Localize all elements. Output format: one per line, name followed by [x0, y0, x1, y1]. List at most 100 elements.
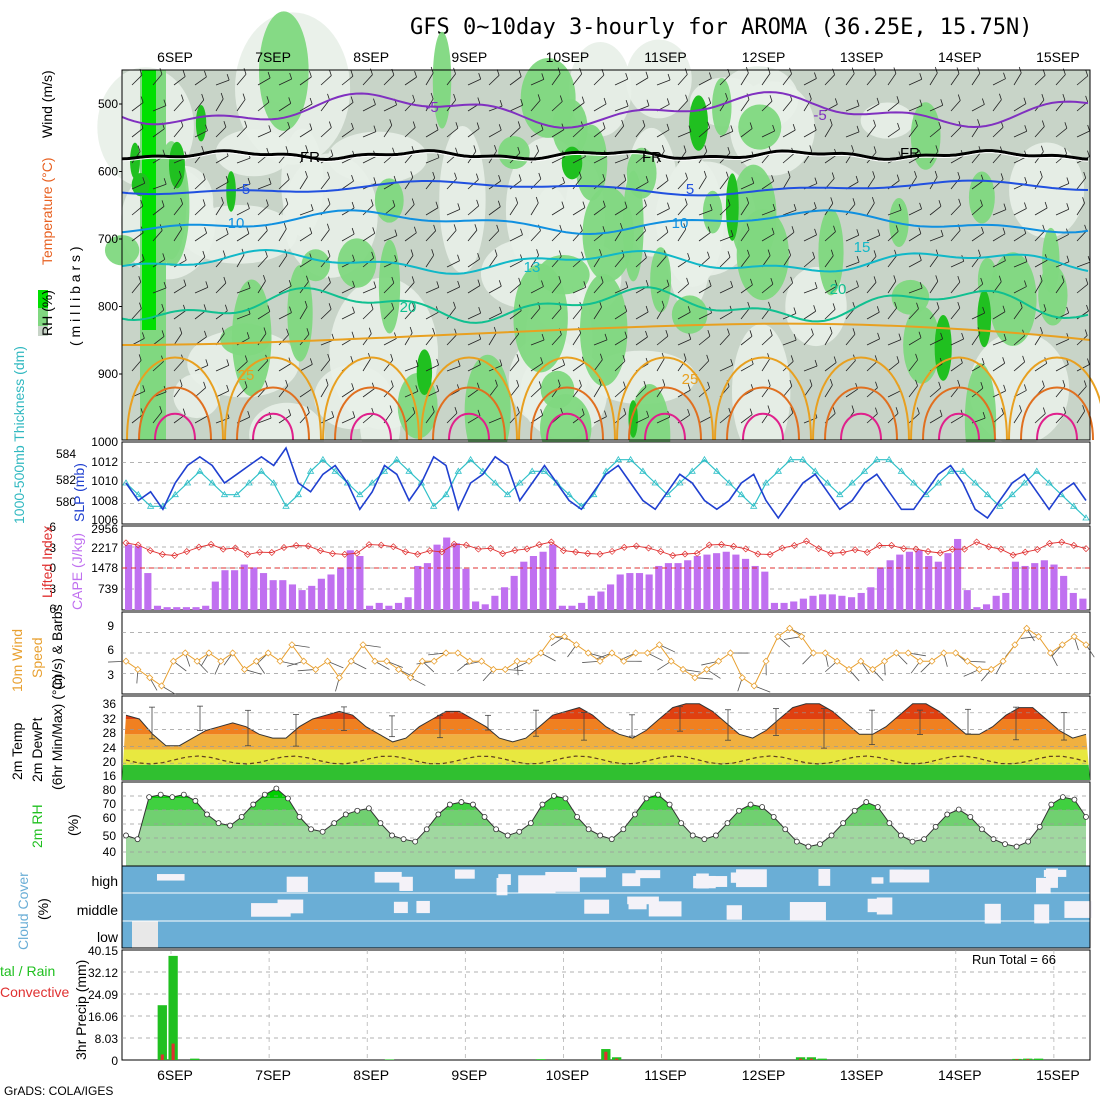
- wind-barb: [908, 176, 917, 190]
- wind-speed-marker: [797, 632, 806, 641]
- wind-barb-flag: [389, 119, 393, 126]
- rh-marker: [990, 836, 997, 843]
- wind-barb-flag: [665, 174, 669, 181]
- wind-barb: [1034, 207, 1048, 216]
- wind-barb: [215, 181, 229, 190]
- wind-barb-flag: [436, 281, 440, 288]
- thickness-marker: [134, 490, 143, 498]
- wind-barb: [1055, 281, 1065, 294]
- wind-barb: [887, 73, 897, 86]
- wind-barb: [572, 230, 583, 242]
- wind-barb: [215, 202, 224, 216]
- wind-barb-flag: [477, 409, 481, 416]
- wind-barb-flag: [328, 303, 332, 310]
- wind-speed-marker: [489, 665, 497, 674]
- wind-barb-flag: [140, 96, 144, 103]
- rh-ytick: 60: [103, 811, 117, 825]
- wind-barb: [215, 155, 229, 164]
- thickness-marker: [393, 455, 401, 463]
- rh-marker: [331, 820, 338, 826]
- wind-barb-flag: [1042, 224, 1046, 232]
- wind-barb: [530, 78, 544, 86]
- wind-barb-flag: [707, 251, 710, 258]
- thickness-marker: [269, 479, 278, 486]
- contour-35: [448, 412, 490, 441]
- cape-bar: [394, 602, 403, 610]
- wind-barb-flag: [582, 201, 586, 208]
- cape-bar: [298, 590, 306, 610]
- slp-ytick: 1006: [91, 513, 118, 527]
- wind-barb-flag: [457, 203, 461, 210]
- wind-barb: [866, 235, 880, 242]
- wind-barb: [278, 334, 289, 346]
- wind-barb-flag: [520, 228, 523, 235]
- wind-barb-flag: [877, 332, 880, 340]
- cape-bar: [211, 581, 219, 610]
- rh-pale-patch: [731, 323, 791, 460]
- rh-marker: [377, 820, 384, 826]
- wind-barb: [950, 126, 962, 138]
- wind-barb: [929, 127, 942, 138]
- wind-barb-flag: [667, 73, 671, 81]
- temp2m-ylabel2: 2m DewPt: [29, 717, 45, 782]
- wind-barb-flag: [851, 67, 855, 74]
- wind-barb: [992, 78, 1006, 86]
- lifted-marker: [244, 550, 252, 558]
- lifted-marker: [414, 550, 422, 558]
- wind-speed-marker: [430, 657, 438, 665]
- wind-barb-flag: [961, 332, 965, 340]
- wind-barb: [404, 282, 415, 294]
- cape-bar: [886, 560, 894, 610]
- rh-mid-patch: [712, 78, 732, 136]
- wind-barb: [614, 207, 628, 216]
- precip-conv-bar: [1026, 1059, 1030, 1060]
- precip-ytick: 8.03: [95, 1032, 119, 1046]
- wind-barb: [467, 312, 481, 320]
- wind-barb-flag: [141, 254, 145, 261]
- contour-5: [121, 179, 1089, 197]
- cape-bar: [134, 546, 142, 610]
- rh-marker: [608, 836, 615, 843]
- cape-bar: [578, 602, 586, 610]
- wind-barb-flag: [372, 227, 376, 234]
- thickness-marker: [183, 479, 192, 486]
- wind-barb-flag: [541, 73, 545, 80]
- wind-barb: [992, 311, 1006, 320]
- wind-barb-flag: [730, 229, 734, 237]
- contour-30: [922, 386, 996, 441]
- wind-barb-flag: [183, 279, 187, 286]
- wind-barb: [971, 387, 984, 398]
- wind-barb-flag: [666, 123, 670, 130]
- cape-bar: [741, 558, 750, 610]
- wind-barb-flag: [646, 410, 649, 418]
- wind-barb-flag: [980, 199, 983, 206]
- wind-barb-flag: [919, 99, 923, 106]
- wind-barb: [257, 131, 271, 138]
- wind-speed-marker: [655, 641, 663, 649]
- surface-wind-barb: [513, 660, 530, 670]
- wind-barb: [761, 233, 775, 242]
- wind-barb-flag: [981, 357, 985, 365]
- wind-barb: [614, 125, 624, 138]
- wind-barb-flag: [242, 93, 246, 100]
- wind-barb-flag: [305, 171, 308, 178]
- thickness-marker: [331, 467, 339, 474]
- temp-band: [122, 764, 1090, 780]
- contour-35: [546, 412, 588, 441]
- wind-barb: [572, 385, 582, 398]
- wind-barb: [467, 78, 481, 86]
- wind-barb: [551, 334, 562, 346]
- wind-barb: [803, 129, 817, 138]
- wind-barb: [152, 105, 167, 112]
- cape-bar: [973, 607, 981, 610]
- wind-barb: [131, 308, 142, 320]
- thickness-line: [125, 458, 1087, 519]
- rh-mid-patch: [258, 11, 309, 131]
- wind-barb: [572, 156, 586, 164]
- cloud-clear-patch: [576, 868, 606, 878]
- wind-barb-flag: [478, 73, 482, 80]
- wind-barb: [425, 411, 435, 424]
- wind-speed-marker: [880, 657, 889, 665]
- contour-label: 20: [400, 299, 417, 316]
